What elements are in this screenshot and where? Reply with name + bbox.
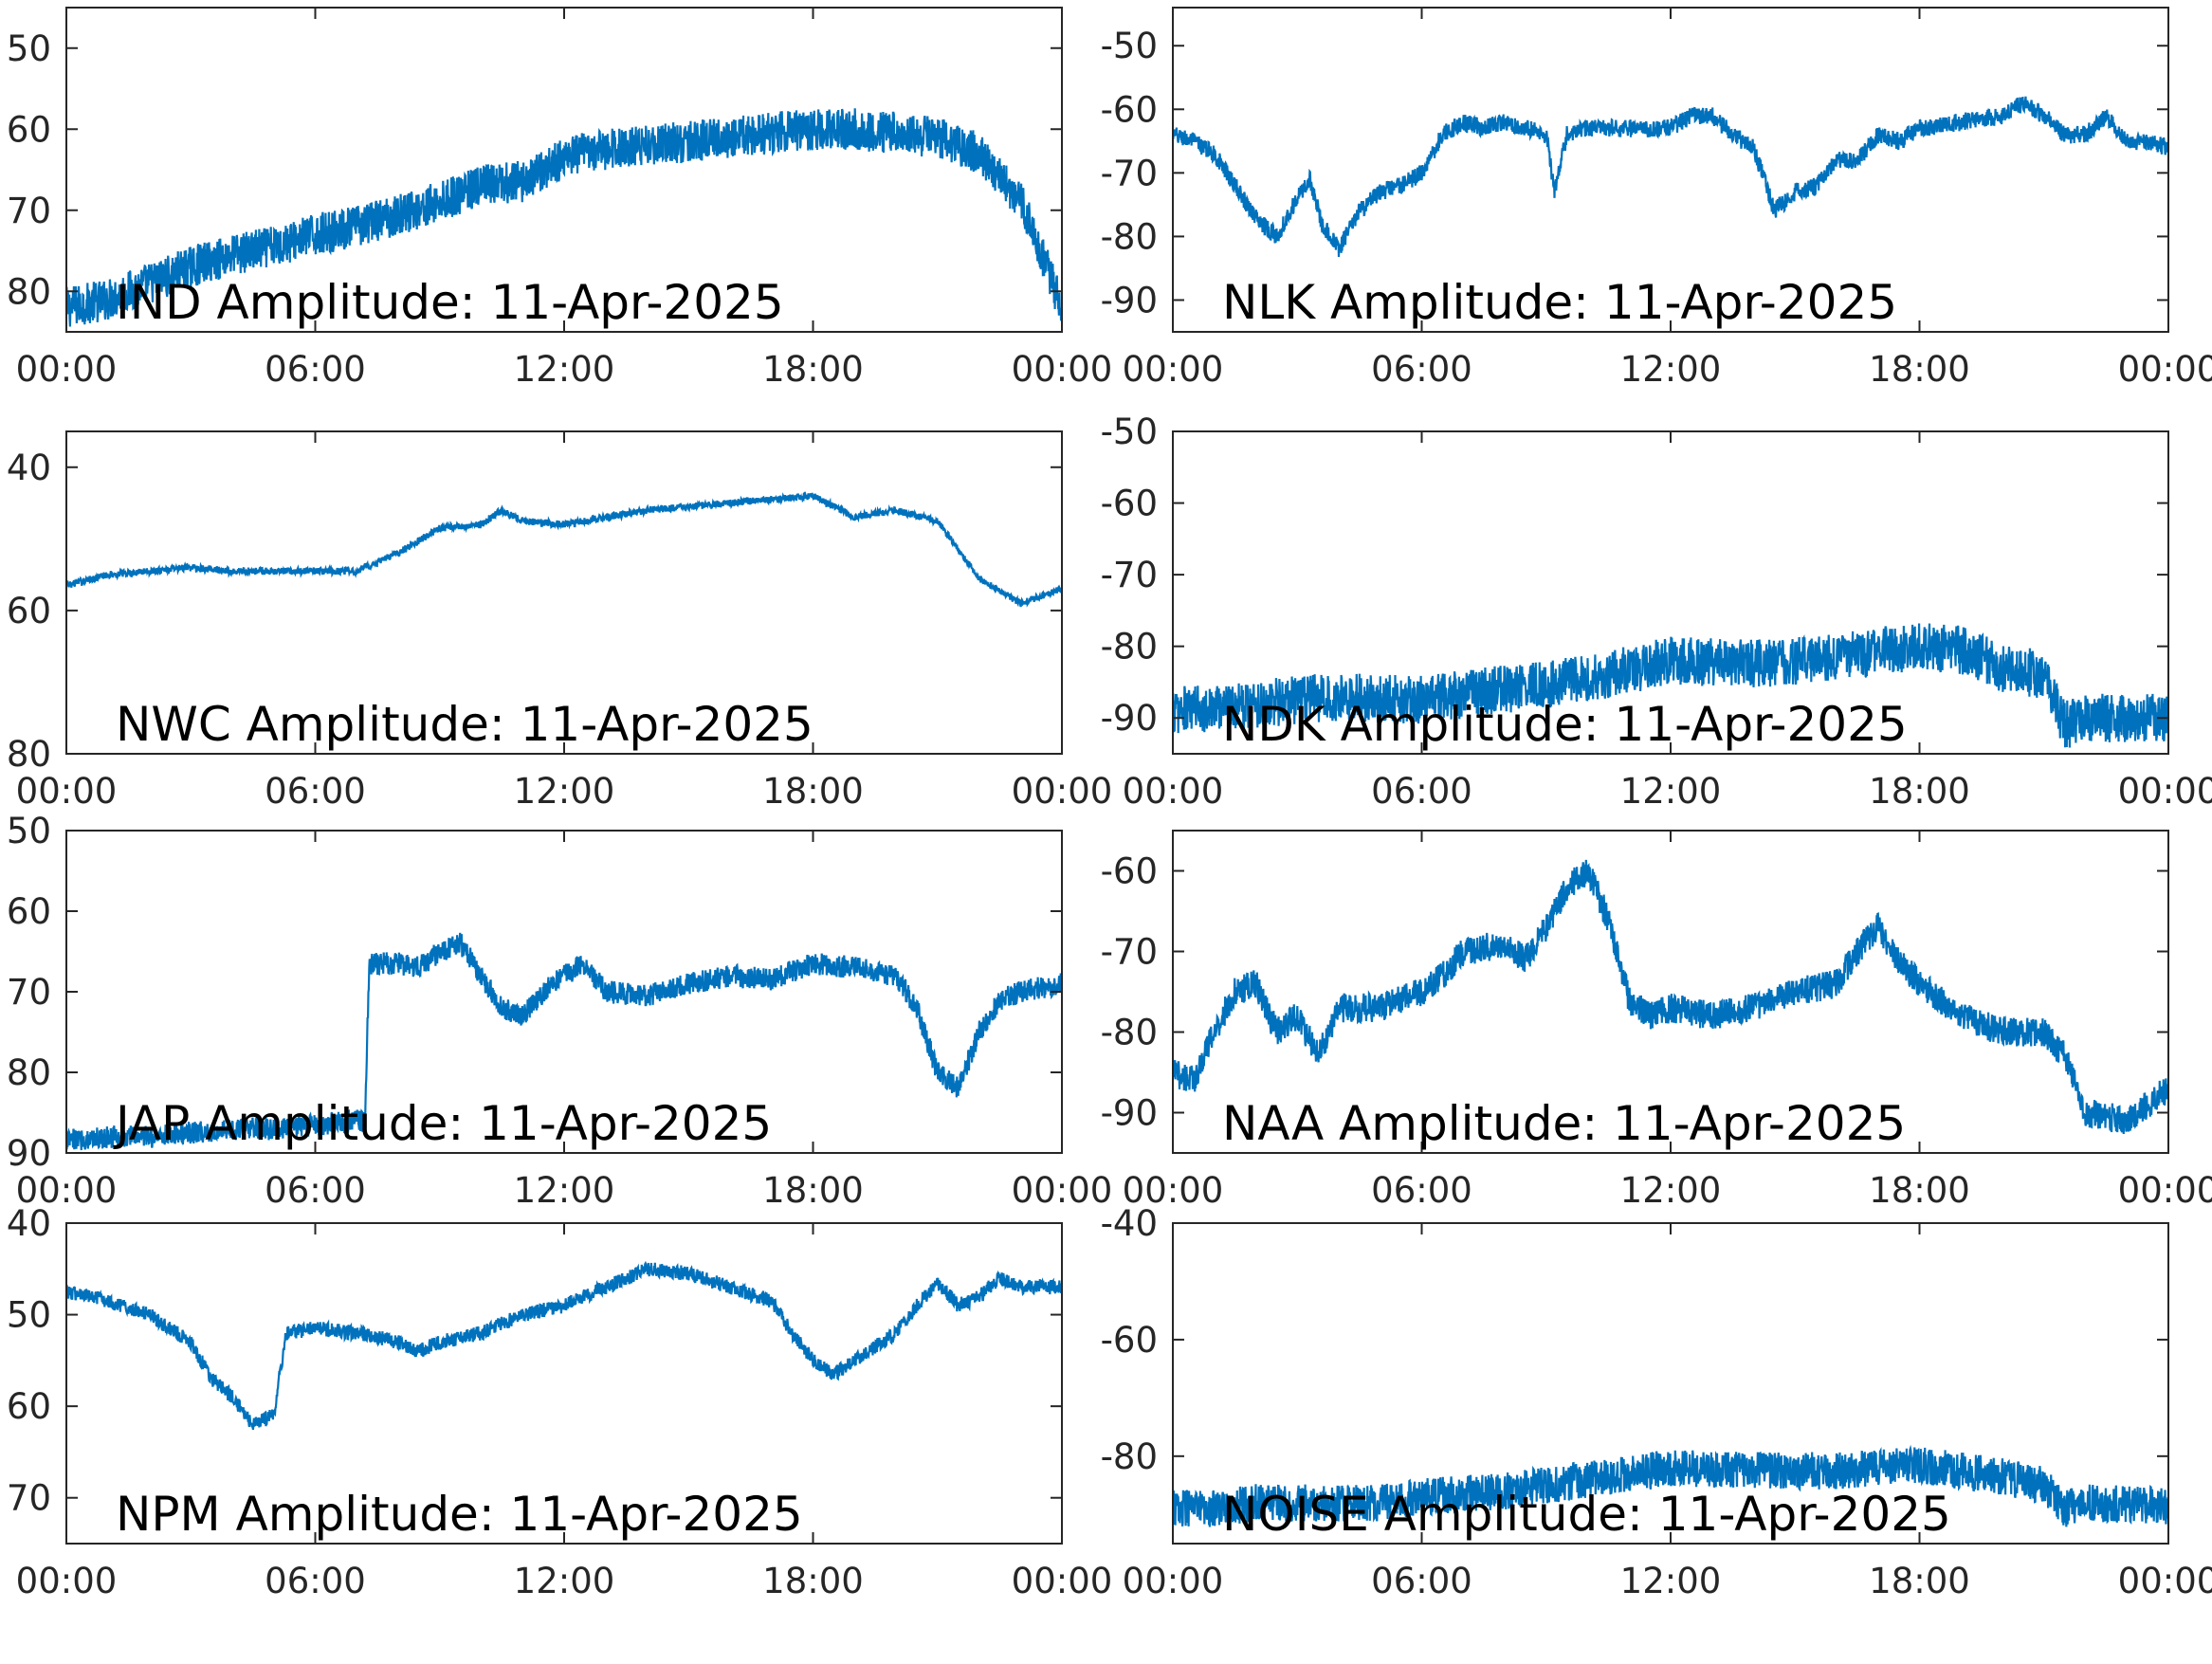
y-tick-label: -70 <box>1101 555 1158 595</box>
x-tick-label: 18:00 <box>762 1561 864 1601</box>
x-tick-label: 06:00 <box>1371 349 1472 390</box>
x-tick-label: 06:00 <box>265 1170 366 1211</box>
x-tick-label: 00:00 <box>1123 1170 1224 1211</box>
y-tick-label: -90 <box>1101 698 1158 739</box>
y-tick-label: 40 <box>7 1203 51 1244</box>
y-tick-label: 60 <box>7 109 51 150</box>
x-tick-label: 12:00 <box>514 349 615 390</box>
x-tick-label: 00:00 <box>1123 771 1224 812</box>
series-line <box>1173 96 2168 258</box>
x-tick-label: 12:00 <box>514 1170 615 1211</box>
x-tick-label: 18:00 <box>1869 771 1970 812</box>
y-tick-label: -90 <box>1101 280 1158 320</box>
y-tick-label: -80 <box>1101 627 1158 667</box>
series-line <box>66 1260 1062 1431</box>
y-tick-label: -60 <box>1101 484 1158 524</box>
x-tick-label: 00:00 <box>2118 349 2212 390</box>
x-tick-label: 12:00 <box>514 771 615 812</box>
x-tick-label: 18:00 <box>1869 349 1970 390</box>
panel-title: IND Amplitude: 11-Apr-2025 <box>116 275 784 330</box>
y-tick-label: 50 <box>7 1295 51 1336</box>
x-tick-label: 00:00 <box>16 771 118 812</box>
x-tick-label: 00:00 <box>1012 1561 1113 1601</box>
x-tick-label: 12:00 <box>514 1561 615 1601</box>
panel-title: NOISE Amplitude: 11-Apr-2025 <box>1222 1487 1951 1542</box>
panel-2: 00:00 06:00 12:00 18:00 00:00 -50 -60 -70 -80 -90… <box>1101 7 2212 390</box>
y-tick-label: 80 <box>7 271 51 312</box>
y-tick-label: 60 <box>7 891 51 932</box>
x-tick-label: 06:00 <box>265 771 366 812</box>
y-tick-label: -70 <box>1101 153 1158 193</box>
y-tick-label: -60 <box>1101 89 1158 130</box>
y-tick-label: -80 <box>1101 1013 1158 1053</box>
x-tick-label: 06:00 <box>265 1561 366 1601</box>
x-tick-label: 00:00 <box>1123 349 1224 390</box>
y-tick-label: -40 <box>1101 1203 1158 1244</box>
x-tick-label: 18:00 <box>762 349 864 390</box>
series-line <box>1173 1444 2168 1527</box>
x-tick-label: 00:00 <box>1123 1561 1224 1601</box>
panel-3: 00:00 06:00 12:00 18:00 00:00 40 60 80 NWC Ampli… <box>7 430 1113 812</box>
panel-title: NLK Amplitude: 11-Apr-2025 <box>1222 275 1897 330</box>
y-tick-label: 80 <box>7 1052 51 1093</box>
y-tick-label: -60 <box>1101 1320 1158 1361</box>
x-tick-label: 00:00 <box>1012 349 1113 390</box>
panel-title: JAP Amplitude: 11-Apr-2025 <box>113 1096 772 1151</box>
y-tick-label: 40 <box>7 448 51 488</box>
series-line <box>1173 623 2168 748</box>
y-tick-label: -90 <box>1101 1093 1158 1134</box>
x-tick-label: 06:00 <box>1371 1170 1472 1211</box>
y-tick-label: 70 <box>7 972 51 1013</box>
x-tick-label: 18:00 <box>762 1170 864 1211</box>
y-tick-label: -80 <box>1101 1436 1158 1477</box>
x-tick-label: 12:00 <box>1620 771 1722 812</box>
y-tick-label: 50 <box>7 28 51 69</box>
panel-title: NDK Amplitude: 11-Apr-2025 <box>1222 697 1908 752</box>
y-tick-label: 60 <box>7 591 51 631</box>
x-tick-label: 00:00 <box>16 1561 118 1601</box>
x-tick-label: 06:00 <box>1371 771 1472 812</box>
y-tick-label: -50 <box>1101 411 1158 452</box>
x-tick-label: 00:00 <box>16 1170 118 1211</box>
x-tick-label: 12:00 <box>1620 1170 1722 1211</box>
panel-1: 00:00 06:00 12:00 18:00 00:00 50 60 70 80 IND Amp… <box>7 7 1113 390</box>
x-tick-label: 00:00 <box>16 349 118 390</box>
panel-4: 00:00 06:00 12:00 18:00 00:00 -50 -60 -70 -80 -90… <box>1101 411 2212 812</box>
x-tick-label: 00:00 <box>2118 1561 2212 1601</box>
y-tick-label: -50 <box>1101 26 1158 66</box>
series-line <box>66 108 1062 327</box>
y-tick-label: 90 <box>7 1133 51 1174</box>
panel-7: 00:00 06:00 12:00 18:00 00:00 40 50 60 70 NPM Amp… <box>7 1203 1112 1601</box>
series-line <box>1173 859 2168 1135</box>
series-line <box>66 491 1062 608</box>
panel-6: 00:00 06:00 12:00 18:00 00:00 -60 -70 -80 -90 NAA… <box>1101 830 2212 1211</box>
y-tick-label: 70 <box>7 191 51 231</box>
x-tick-label: 18:00 <box>762 771 864 812</box>
x-tick-label: 00:00 <box>2118 771 2212 812</box>
x-tick-label: 12:00 <box>1620 1561 1722 1601</box>
x-tick-label: 06:00 <box>265 349 366 390</box>
x-tick-label: 00:00 <box>2118 1170 2212 1211</box>
y-tick-label: 50 <box>7 811 51 851</box>
y-tick-label: -70 <box>1101 932 1158 973</box>
y-tick-label: 70 <box>7 1478 51 1519</box>
y-tick-label: -80 <box>1101 216 1158 257</box>
x-tick-label: 18:00 <box>1869 1170 1970 1211</box>
x-tick-label: 18:00 <box>1869 1561 1970 1601</box>
y-tick-label: 80 <box>7 734 51 775</box>
series-line <box>66 932 1062 1151</box>
panel-8: 00:00 06:00 12:00 18:00 00:00 -40 -60 -80 NOISE … <box>1101 1203 2212 1601</box>
y-tick-label: -60 <box>1101 851 1158 892</box>
x-tick-label: 12:00 <box>1620 349 1722 390</box>
y-tick-label: 60 <box>7 1386 51 1427</box>
panel-title: NPM Amplitude: 11-Apr-2025 <box>116 1487 803 1542</box>
x-tick-label: 00:00 <box>1012 1170 1113 1211</box>
panel-5: 00:00 06:00 12:00 18:00 00:00 50 60 70 80 90 JAP A… <box>7 811 1112 1211</box>
x-tick-label: 06:00 <box>1371 1561 1472 1601</box>
panel-title: NAA Amplitude: 11-Apr-2025 <box>1222 1096 1906 1151</box>
x-tick-label: 00:00 <box>1012 771 1113 812</box>
panel-title: NWC Amplitude: 11-Apr-2025 <box>116 697 814 752</box>
